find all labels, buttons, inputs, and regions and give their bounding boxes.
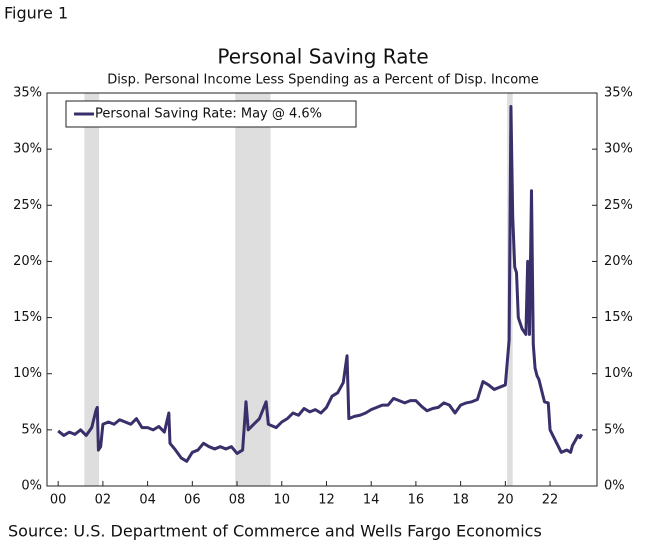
legend-box	[65, 100, 357, 128]
x-tick-label: 18	[452, 493, 469, 508]
x-tick-label: 20	[497, 493, 514, 508]
recession-shade	[84, 93, 100, 486]
recession-shade	[235, 93, 271, 486]
y-tick-label: 20%	[13, 254, 42, 269]
y-tick-label: 0%	[21, 479, 42, 494]
x-tick-label: 00	[50, 493, 67, 508]
y-tick-label: 10%	[13, 366, 42, 381]
source-note: Source: U.S. Department of Commerce and …	[8, 522, 542, 541]
y-tick-label: 5%	[21, 422, 42, 437]
y2-tick-label: 25%	[604, 198, 633, 213]
y2-tick-label: 20%	[604, 254, 633, 269]
y-tick-label: 25%	[13, 198, 42, 213]
x-tick-label: 04	[139, 493, 156, 508]
y-tick-label: 30%	[13, 142, 42, 157]
x-tick-label: 08	[229, 493, 246, 508]
y-tick-label: 35%	[13, 86, 42, 101]
figure-label: Figure 1	[4, 4, 68, 23]
x-tick-label: 14	[363, 493, 380, 508]
chart-subtitle: Disp. Personal Income Less Spending as a…	[107, 73, 539, 88]
y2-tick-label: 15%	[604, 310, 633, 325]
x-tick-label: 22	[542, 493, 559, 508]
y2-tick-label: 35%	[604, 86, 633, 101]
y2-tick-label: 10%	[604, 366, 633, 381]
x-tick-label: 16	[408, 493, 425, 508]
plot-frame	[46, 92, 598, 487]
x-tick-label: 06	[184, 493, 201, 508]
series-line	[57, 104, 584, 463]
x-tick-label: 10	[273, 493, 290, 508]
y2-tick-label: 30%	[604, 142, 633, 157]
y-tick-label: 15%	[13, 310, 42, 325]
chart-title: Personal Saving Rate	[217, 45, 428, 69]
y2-tick-label: 0%	[604, 479, 625, 494]
x-tick-label: 12	[318, 493, 335, 508]
y2-tick-label: 5%	[604, 422, 625, 437]
legend-label: Personal Saving Rate: May @ 4.6%	[95, 107, 322, 122]
x-tick-label: 02	[95, 493, 112, 508]
